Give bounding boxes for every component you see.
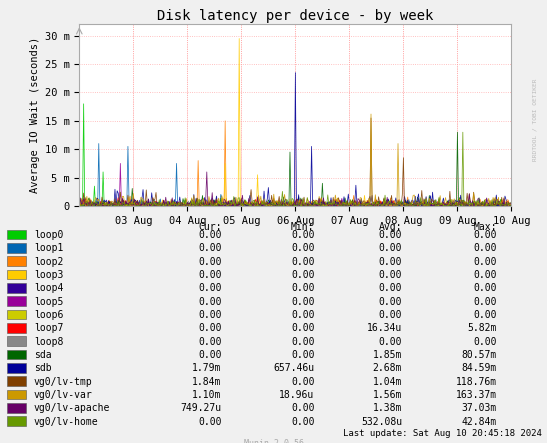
Text: 0.00: 0.00 xyxy=(379,230,402,240)
Text: 0.00: 0.00 xyxy=(198,337,222,347)
Text: 0.00: 0.00 xyxy=(291,297,315,307)
Text: 0.00: 0.00 xyxy=(379,310,402,320)
Text: sdb: sdb xyxy=(34,363,51,373)
Text: 0.00: 0.00 xyxy=(198,284,222,293)
Text: 0.00: 0.00 xyxy=(198,230,222,240)
Text: 0.00: 0.00 xyxy=(379,243,402,253)
Text: loop0: loop0 xyxy=(34,230,63,240)
Text: 80.57m: 80.57m xyxy=(462,350,497,360)
FancyBboxPatch shape xyxy=(7,310,26,319)
Text: 0.00: 0.00 xyxy=(198,256,222,267)
Text: 0.00: 0.00 xyxy=(473,230,497,240)
Text: 0.00: 0.00 xyxy=(473,297,497,307)
FancyBboxPatch shape xyxy=(7,270,26,280)
Text: 0.00: 0.00 xyxy=(473,310,497,320)
Text: Last update: Sat Aug 10 20:45:18 2024: Last update: Sat Aug 10 20:45:18 2024 xyxy=(342,429,542,438)
FancyBboxPatch shape xyxy=(7,336,26,346)
Text: 84.59m: 84.59m xyxy=(462,363,497,373)
Text: 1.84m: 1.84m xyxy=(192,377,222,387)
Text: 0.00: 0.00 xyxy=(291,243,315,253)
Text: 1.38m: 1.38m xyxy=(373,403,402,413)
Text: 0.00: 0.00 xyxy=(291,337,315,347)
Text: 5.82m: 5.82m xyxy=(467,323,497,333)
Text: 0.00: 0.00 xyxy=(291,350,315,360)
Text: sda: sda xyxy=(34,350,51,360)
Text: 0.00: 0.00 xyxy=(291,310,315,320)
FancyBboxPatch shape xyxy=(7,296,26,306)
Text: 0.00: 0.00 xyxy=(473,270,497,280)
Text: 42.84m: 42.84m xyxy=(462,417,497,427)
Text: 0.00: 0.00 xyxy=(473,337,497,347)
Text: 0.00: 0.00 xyxy=(291,377,315,387)
Text: 16.34u: 16.34u xyxy=(367,323,402,333)
Text: 0.00: 0.00 xyxy=(291,230,315,240)
FancyBboxPatch shape xyxy=(7,230,26,239)
Text: loop2: loop2 xyxy=(34,256,63,267)
Text: loop6: loop6 xyxy=(34,310,63,320)
Text: 657.46u: 657.46u xyxy=(274,363,315,373)
Text: 0.00: 0.00 xyxy=(379,337,402,347)
Text: loop3: loop3 xyxy=(34,270,63,280)
Text: vg0/lv-var: vg0/lv-var xyxy=(34,390,92,400)
Text: 749.27u: 749.27u xyxy=(181,403,222,413)
Text: 0.00: 0.00 xyxy=(379,297,402,307)
Text: 0.00: 0.00 xyxy=(291,323,315,333)
Text: 1.10m: 1.10m xyxy=(192,390,222,400)
Text: vg0/lv-home: vg0/lv-home xyxy=(34,417,98,427)
Text: 0.00: 0.00 xyxy=(291,284,315,293)
Text: 0.00: 0.00 xyxy=(198,243,222,253)
Text: Max:: Max: xyxy=(473,222,497,232)
Text: Cur:: Cur: xyxy=(198,222,222,232)
Text: 0.00: 0.00 xyxy=(473,284,497,293)
Text: RRDTOOL / TOBI OETIKER: RRDTOOL / TOBI OETIKER xyxy=(532,78,538,161)
Text: 0.00: 0.00 xyxy=(198,350,222,360)
Text: vg0/lv-tmp: vg0/lv-tmp xyxy=(34,377,92,387)
Text: 1.85m: 1.85m xyxy=(373,350,402,360)
Text: 0.00: 0.00 xyxy=(198,270,222,280)
Text: 0.00: 0.00 xyxy=(379,270,402,280)
Text: 0.00: 0.00 xyxy=(198,297,222,307)
Text: 0.00: 0.00 xyxy=(291,256,315,267)
Text: loop1: loop1 xyxy=(34,243,63,253)
FancyBboxPatch shape xyxy=(7,416,26,426)
Text: loop5: loop5 xyxy=(34,297,63,307)
Text: 0.00: 0.00 xyxy=(291,417,315,427)
Text: 0.00: 0.00 xyxy=(379,256,402,267)
Text: 0.00: 0.00 xyxy=(198,323,222,333)
FancyBboxPatch shape xyxy=(7,377,26,386)
Text: 0.00: 0.00 xyxy=(291,270,315,280)
Text: 18.96u: 18.96u xyxy=(280,390,315,400)
Text: 118.76m: 118.76m xyxy=(456,377,497,387)
Text: 0.00: 0.00 xyxy=(379,284,402,293)
Text: 0.00: 0.00 xyxy=(198,310,222,320)
Text: loop8: loop8 xyxy=(34,337,63,347)
Text: loop7: loop7 xyxy=(34,323,63,333)
Y-axis label: Average IO Wait (seconds): Average IO Wait (seconds) xyxy=(31,37,40,193)
FancyBboxPatch shape xyxy=(7,363,26,373)
Text: Min:: Min: xyxy=(291,222,315,232)
Title: Disk latency per device - by week: Disk latency per device - by week xyxy=(157,9,434,23)
Text: 1.56m: 1.56m xyxy=(373,390,402,400)
Text: Avg:: Avg: xyxy=(379,222,402,232)
Text: loop4: loop4 xyxy=(34,284,63,293)
FancyBboxPatch shape xyxy=(7,350,26,359)
Text: 532.08u: 532.08u xyxy=(361,417,402,427)
FancyBboxPatch shape xyxy=(7,243,26,253)
Text: 0.00: 0.00 xyxy=(473,243,497,253)
Text: 2.68m: 2.68m xyxy=(373,363,402,373)
Text: 37.03m: 37.03m xyxy=(462,403,497,413)
FancyBboxPatch shape xyxy=(7,256,26,266)
Text: 1.04m: 1.04m xyxy=(373,377,402,387)
Text: 0.00: 0.00 xyxy=(198,417,222,427)
Text: 0.00: 0.00 xyxy=(473,256,497,267)
FancyBboxPatch shape xyxy=(7,323,26,333)
Text: 163.37m: 163.37m xyxy=(456,390,497,400)
FancyBboxPatch shape xyxy=(7,403,26,413)
FancyBboxPatch shape xyxy=(7,390,26,399)
Text: 1.79m: 1.79m xyxy=(192,363,222,373)
Text: Munin 2.0.56: Munin 2.0.56 xyxy=(243,439,304,443)
Text: vg0/lv-apache: vg0/lv-apache xyxy=(34,403,110,413)
Text: 0.00: 0.00 xyxy=(291,403,315,413)
FancyBboxPatch shape xyxy=(7,283,26,293)
